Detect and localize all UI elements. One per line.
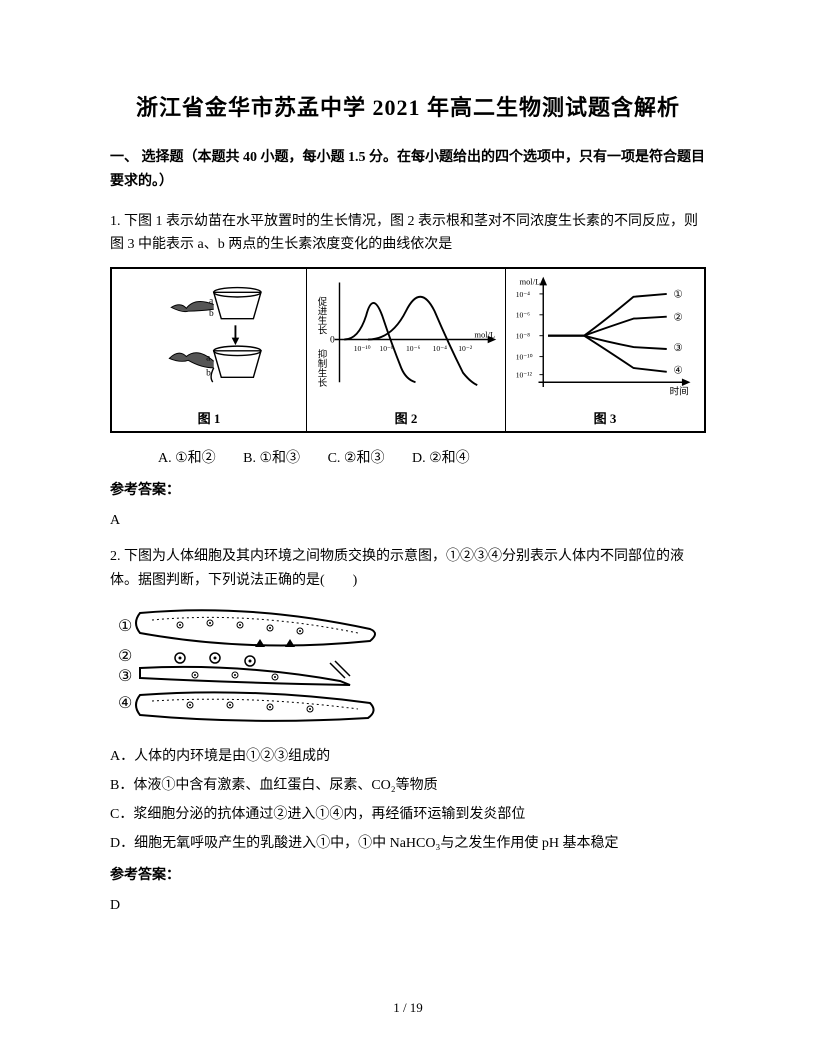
svg-text:④: ④: [673, 366, 682, 377]
figure-2-label: 图 2: [395, 408, 418, 427]
figure-2-svg: 促进生长 0 抑制生长 10⁻¹⁰ 10⁻⁸ 10⁻⁶ 10⁻⁴ 10⁻² mo…: [311, 273, 501, 406]
svg-text:10⁻¹⁰: 10⁻¹⁰: [516, 353, 533, 362]
svg-text:抑制生长: 抑制生长: [316, 349, 328, 389]
svg-text:b: b: [206, 369, 211, 379]
svg-text:mol/L: mol/L: [474, 330, 495, 340]
answer-2-value: D: [110, 898, 706, 914]
svg-text:促进生长: 促进生长: [316, 296, 328, 336]
figure-3-svg: mol/L 时间 10⁻⁴ 10⁻⁶ 10⁻⁸ 10⁻¹⁰ 10⁻¹² ① ② …: [510, 273, 700, 406]
figure-3-label: 图 3: [594, 408, 617, 427]
option-d: D. ②和④: [412, 451, 470, 466]
section-header: 一、 选择题（本题共 40 小题，每小题 1.5 分。在每小题给出的四个选项中，…: [110, 146, 706, 194]
svg-text:④: ④: [118, 695, 132, 712]
svg-text:10⁻²: 10⁻²: [458, 344, 473, 353]
option-a: A. ①和②: [158, 451, 216, 466]
svg-text:0: 0: [330, 336, 335, 346]
option-b: B. ①和③: [243, 451, 300, 466]
svg-text:mol/L: mol/L: [520, 277, 541, 287]
svg-text:10⁻⁴: 10⁻⁴: [516, 290, 531, 299]
question-2-figure: ① ② ③ ④: [110, 603, 390, 733]
page-title: 浙江省金华市苏孟中学 2021 年高二生物测试题含解析: [110, 90, 706, 122]
question-2-text: 2. 下图为人体细胞及其内环境之间物质交换的示意图，①②③④分别表示人体内不同部…: [110, 545, 706, 593]
option-c: C. ②和③: [328, 451, 385, 466]
svg-text:②: ②: [118, 648, 132, 665]
question-1-text: 1. 下图 1 表示幼苗在水平放置时的生长情况，图 2 表示根和茎对不同浓度生长…: [110, 210, 706, 258]
svg-text:10⁻⁸: 10⁻⁸: [379, 344, 394, 353]
figure-1-label: 图 1: [198, 408, 221, 427]
svg-text:10⁻⁶: 10⁻⁶: [406, 344, 421, 353]
svg-text:10⁻⁴: 10⁻⁴: [433, 344, 448, 353]
figure-1: a b a b 图 1: [112, 269, 306, 431]
page-number: 1 / 19: [0, 1000, 816, 1016]
answer-1-value: A: [110, 513, 706, 529]
figure-1-svg: a b a b: [124, 273, 294, 406]
choice-c: C．浆细胞分泌的抗体通过②进入①④内，再经循环运输到发炎部位: [110, 801, 706, 829]
svg-text:10⁻¹²: 10⁻¹²: [516, 371, 533, 380]
svg-text:b: b: [209, 309, 214, 319]
svg-text:10⁻⁸: 10⁻⁸: [516, 332, 531, 341]
choice-a: A．人体的内环境是由①②③组成的: [110, 743, 706, 771]
svg-text:时间: 时间: [670, 386, 689, 398]
svg-text:①: ①: [673, 290, 682, 301]
svg-text:①: ①: [118, 618, 132, 635]
svg-text:③: ③: [118, 668, 132, 685]
choice-b: B．体液①中含有激素、血红蛋白、尿素、CO₂等物质: [110, 772, 706, 800]
svg-text:②: ②: [673, 313, 682, 324]
answer-1-label: 参考答案：: [110, 479, 706, 499]
answer-2-label: 参考答案：: [110, 864, 706, 884]
svg-text:10⁻⁶: 10⁻⁶: [516, 311, 531, 320]
choice-d: D．细胞无氧呼吸产生的乳酸进入①中，①中 NaHCO₃与之发生作用使 pH 基本…: [110, 830, 706, 858]
svg-text:10⁻¹⁰: 10⁻¹⁰: [354, 344, 371, 353]
figure-2: 促进生长 0 抑制生长 10⁻¹⁰ 10⁻⁸ 10⁻⁶ 10⁻⁴ 10⁻² mo…: [306, 269, 505, 431]
figure-row: a b a b 图 1 促进生长 0 抑制生长: [110, 267, 706, 433]
figure-3: mol/L 时间 10⁻⁴ 10⁻⁶ 10⁻⁸ 10⁻¹⁰ 10⁻¹² ① ② …: [505, 269, 704, 431]
svg-text:③: ③: [673, 343, 682, 354]
question-2-choices: A．人体的内环境是由①②③组成的 B．体液①中含有激素、血红蛋白、尿素、CO₂等…: [110, 743, 706, 858]
question-1-options: A. ①和② B. ①和③ C. ②和③ D. ②和④: [158, 447, 706, 467]
